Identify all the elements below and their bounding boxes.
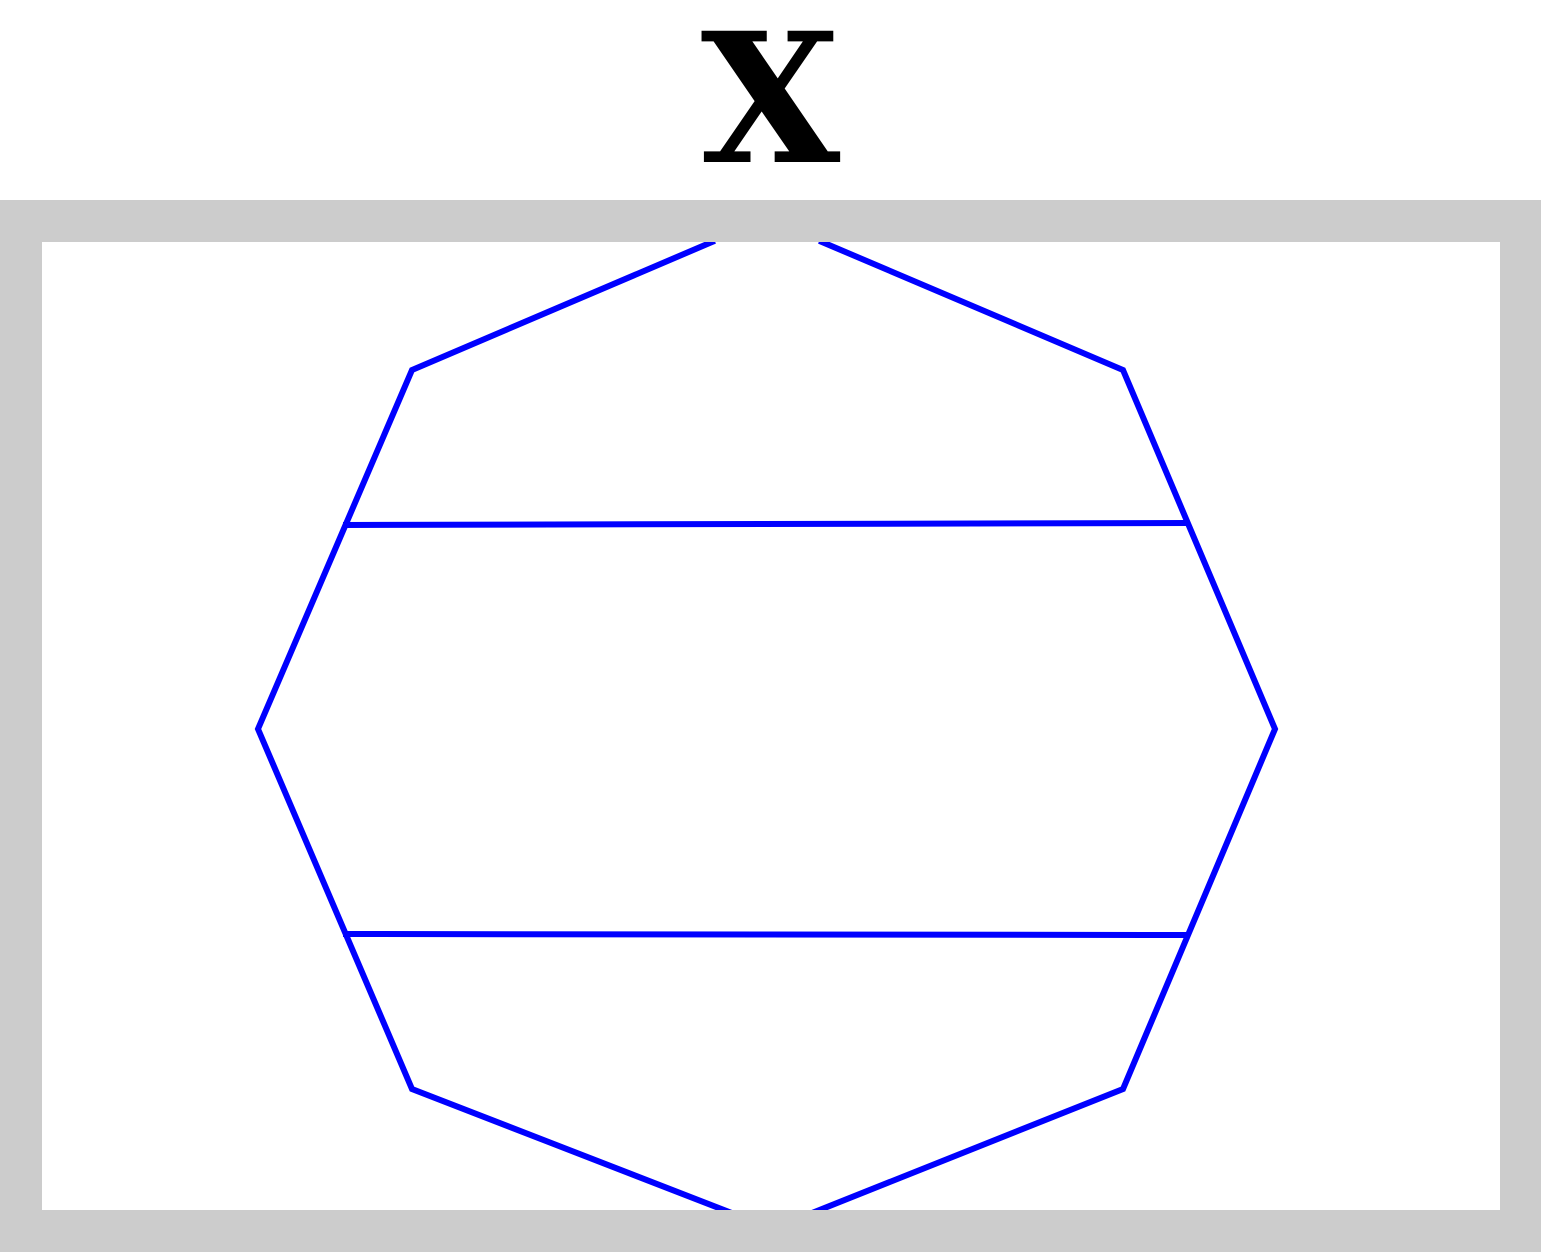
upper-crossbar xyxy=(342,519,1189,529)
drawing-canvas xyxy=(42,242,1500,1210)
diagram-svg xyxy=(254,242,1279,1210)
lower-crossbar xyxy=(342,930,1189,939)
page-title: X xyxy=(700,0,841,205)
octagon-outline-top xyxy=(254,242,733,1210)
octagon-outline-right xyxy=(811,242,1279,1210)
